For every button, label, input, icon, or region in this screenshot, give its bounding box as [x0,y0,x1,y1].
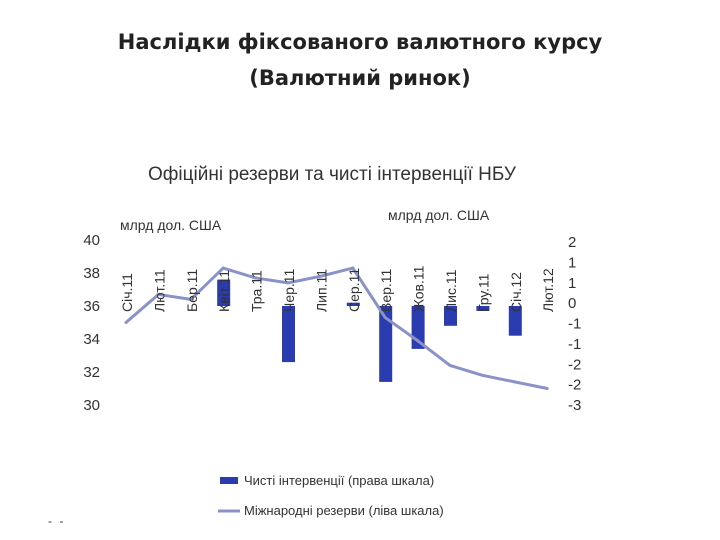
reserves-point [351,266,355,270]
category-label: Гру.11 [475,273,491,312]
right-axis-tick: -3 [568,397,581,414]
category-label: Січ.11 [119,273,135,312]
category-label: Лют.12 [540,268,556,312]
category-label: Лис.11 [443,269,459,312]
left-axis-tick: 36 [83,298,100,315]
intervention-bar [476,306,490,311]
intervention-bar [217,279,231,306]
legend: Чисті інтервенції (права шкала) Міжнародн… [218,473,444,518]
reserves-point [156,292,160,296]
category-label: Бер.11 [184,269,200,312]
category-label: Лип.11 [313,269,329,312]
category-label: Квіт.11 [216,270,232,312]
reserves-point [383,316,387,320]
reserves-point [448,363,452,367]
category-label: Лют.11 [151,269,167,312]
legend-bar-swatch [220,477,238,484]
right-axis-tick: -2 [568,377,581,394]
left-axis-tick: 40 [83,232,100,249]
reserves-point [254,276,258,280]
slide-title: Наслідки фіксованого валютного курсу (Ва… [0,24,720,96]
right-axis-tick: 1 [568,254,576,271]
corner-mark: - - [48,514,66,528]
reserves-point [513,380,517,384]
right-axis-ticks: 2 1 1 0 -1 -1 -2 -2 -3 [568,234,581,414]
reserves-point [189,297,193,301]
reserves-line-path [125,266,548,390]
chart-title: Офіційні резерви та чисті інтервенції НБ… [148,164,517,185]
left-axis-tick: 32 [83,364,100,381]
intervention-bar [282,306,295,363]
slide-title-line-1: Наслідки фіксованого валютного курсу [117,30,603,54]
slide-title-line-2: (Валютний ринок) [249,66,471,90]
right-axis-tick: -1 [568,316,581,333]
intervention-bar [508,306,522,336]
category-label: Січ.12 [508,272,524,312]
reserves-point [545,387,549,390]
reserves-point [416,339,420,343]
category-label: Вер.11 [378,268,394,312]
right-axis-tick: 2 [568,234,576,251]
left-axis-tick: 38 [83,265,100,282]
category-label: Жов.11 [411,265,427,312]
reserves-point [221,266,225,270]
reserves-point [124,321,128,324]
category-label: Сер.11 [346,268,362,312]
right-axis-tick: -2 [568,356,581,373]
reserves-line [124,266,549,390]
reserves-point [286,281,290,285]
category-label: Чер.11 [281,268,297,312]
intervention-bar [379,306,393,382]
reserves-point [480,373,484,377]
left-axis-unit: млрд дол. США [120,217,222,233]
left-axis-tick: 34 [83,331,100,348]
category-labels: Січ.11 Лют.11 Бер.11 Квіт.11 Тра.11 Чер.11 Лип… [119,265,556,312]
reserves-point [318,274,322,278]
left-axis-ticks: 30 32 34 36 38 40 [83,232,100,414]
intervention-bar [444,306,457,326]
right-axis-tick: 1 [568,275,576,292]
intervention-bar [346,302,360,306]
right-axis-tick: -1 [568,336,581,353]
category-label: Тра.11 [249,270,265,312]
right-axis-unit: млрд дол. США [388,207,490,223]
legend-line-label: Міжнародні резерви (ліва шкала) [244,503,444,518]
legend-bar-label: Чисті інтервенції (права шкала) [244,473,434,488]
left-axis-tick: 30 [83,397,100,414]
right-axis-tick: 0 [568,295,576,312]
